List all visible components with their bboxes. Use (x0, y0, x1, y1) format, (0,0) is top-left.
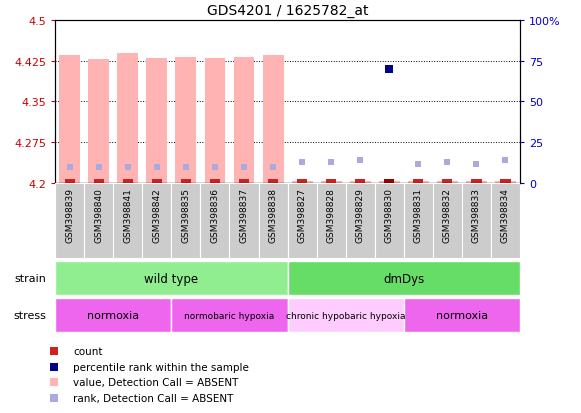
Bar (117, 55, 138, 184)
Bar (55, 261, 288, 295)
Bar (181, 180, 191, 184)
Text: GSM398834: GSM398834 (501, 188, 510, 242)
Bar (404, 184, 433, 258)
Text: GSM398833: GSM398833 (472, 188, 481, 242)
Bar (350, 182, 371, 184)
Bar (84, 184, 113, 258)
Bar (152, 180, 162, 184)
Bar (142, 184, 171, 258)
Text: GSM398829: GSM398829 (356, 188, 365, 242)
Bar (64, 180, 75, 184)
Bar (466, 182, 487, 184)
Bar (292, 182, 313, 184)
Bar (471, 180, 482, 184)
Bar (297, 180, 307, 184)
Bar (442, 180, 453, 184)
Text: count: count (73, 347, 103, 356)
Text: normobaric hypoxia: normobaric hypoxia (184, 311, 275, 320)
Text: GSM398827: GSM398827 (297, 188, 307, 242)
Bar (171, 184, 200, 258)
Text: chronic hypobaric hypoxia: chronic hypobaric hypoxia (286, 311, 406, 320)
Title: GDS4201 / 1625782_at: GDS4201 / 1625782_at (207, 4, 368, 18)
Bar (123, 180, 133, 184)
Text: GSM398840: GSM398840 (94, 188, 103, 242)
Bar (146, 59, 167, 184)
Bar (210, 180, 220, 184)
Bar (171, 299, 288, 332)
Text: GSM398836: GSM398836 (210, 188, 220, 242)
Bar (88, 60, 109, 184)
Bar (346, 184, 375, 258)
Text: GSM398828: GSM398828 (327, 188, 336, 242)
Bar (379, 182, 400, 184)
Bar (200, 184, 229, 258)
Text: GSM398838: GSM398838 (268, 188, 278, 242)
Bar (437, 182, 458, 184)
Bar (500, 180, 511, 184)
Bar (404, 299, 520, 332)
Text: GSM398837: GSM398837 (239, 188, 249, 242)
Bar (113, 184, 142, 258)
Bar (413, 180, 424, 184)
Bar (355, 180, 365, 184)
Bar (234, 58, 254, 184)
Bar (55, 184, 84, 258)
Text: GSM398841: GSM398841 (123, 188, 132, 242)
Text: GSM398831: GSM398831 (414, 188, 423, 242)
Bar (239, 180, 249, 184)
Text: normoxia: normoxia (87, 311, 139, 320)
Bar (268, 180, 278, 184)
Text: dmDys: dmDys (383, 272, 424, 285)
Text: rank, Detection Call = ABSENT: rank, Detection Call = ABSENT (73, 393, 234, 403)
Bar (433, 184, 462, 258)
Bar (317, 184, 346, 258)
Bar (495, 182, 516, 184)
Bar (288, 184, 317, 258)
Text: GSM398842: GSM398842 (152, 188, 162, 242)
Bar (229, 184, 259, 258)
Bar (175, 58, 196, 184)
Text: strain: strain (15, 273, 46, 283)
Text: normoxia: normoxia (436, 311, 488, 320)
Bar (55, 299, 171, 332)
Bar (263, 56, 284, 184)
Bar (375, 184, 404, 258)
Text: GSM398830: GSM398830 (385, 188, 394, 242)
Bar (321, 182, 342, 184)
Bar (462, 184, 491, 258)
Bar (94, 180, 104, 184)
Text: wild type: wild type (144, 272, 199, 285)
Text: GSM398839: GSM398839 (65, 188, 74, 242)
Text: GSM398835: GSM398835 (181, 188, 191, 242)
Bar (326, 180, 336, 184)
Text: stress: stress (13, 311, 46, 320)
Bar (288, 299, 404, 332)
Bar (491, 184, 520, 258)
Bar (408, 182, 429, 184)
Bar (288, 261, 520, 295)
Text: GSM398832: GSM398832 (443, 188, 452, 242)
Text: value, Detection Call = ABSENT: value, Detection Call = ABSENT (73, 377, 238, 387)
Bar (205, 59, 225, 184)
Text: percentile rank within the sample: percentile rank within the sample (73, 362, 249, 372)
Bar (59, 56, 80, 184)
Bar (259, 184, 288, 258)
Bar (384, 180, 394, 184)
